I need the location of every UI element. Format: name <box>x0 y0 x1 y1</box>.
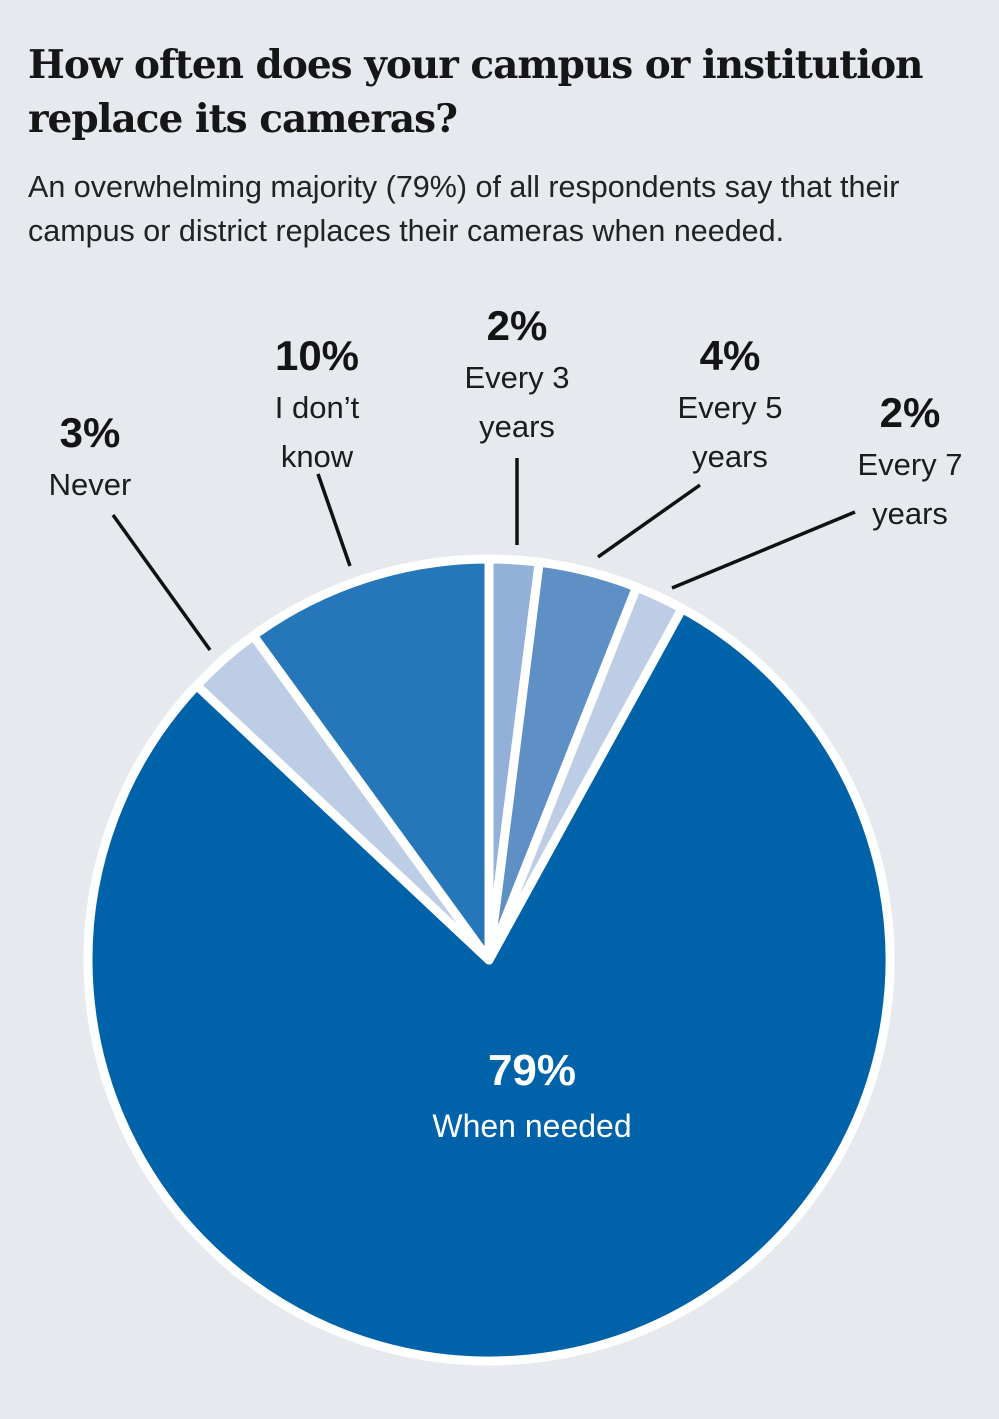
slice-label-when-needed: When needed <box>432 1108 631 1144</box>
leader-line-every-7-years <box>671 510 856 590</box>
slice-percent-every-3-years: 2% <box>487 302 548 349</box>
chart-subtitle: An overwhelming majority (79%) of all re… <box>28 170 900 248</box>
slice-percent-never: 3% <box>60 409 121 456</box>
slice-label-every-3-years: years <box>479 409 555 444</box>
leader-line-i-don-t-know <box>316 473 352 567</box>
chart-title: How often does your campus or institutio… <box>28 42 923 142</box>
pie-slice-i-don-t-know <box>248 554 494 965</box>
slice-label-every-3-years: Every 3 <box>464 360 569 395</box>
slice-percent-i-don-t-know: 10% <box>275 332 359 379</box>
leader-line-never <box>111 513 212 652</box>
slice-label-i-don-t-know: I don’t <box>275 390 360 425</box>
slice-percent-every-7-years: 2% <box>880 389 941 436</box>
slice-label-every-5-years: years <box>692 439 768 474</box>
slice-label-every-7-years: Every 7 <box>857 447 962 482</box>
leader-line-every-5-years <box>596 483 702 559</box>
slice-label-every-7-years: years <box>872 496 948 531</box>
slice-label-i-don-t-know: know <box>281 439 354 474</box>
slice-percent-when-needed: 79% <box>488 1046 576 1095</box>
slice-label-never: Never <box>49 467 132 502</box>
slice-label-every-5-years: Every 5 <box>677 390 782 425</box>
slice-percent-every-5-years: 4% <box>700 332 761 379</box>
pie-slice-when-needed <box>83 604 895 1366</box>
